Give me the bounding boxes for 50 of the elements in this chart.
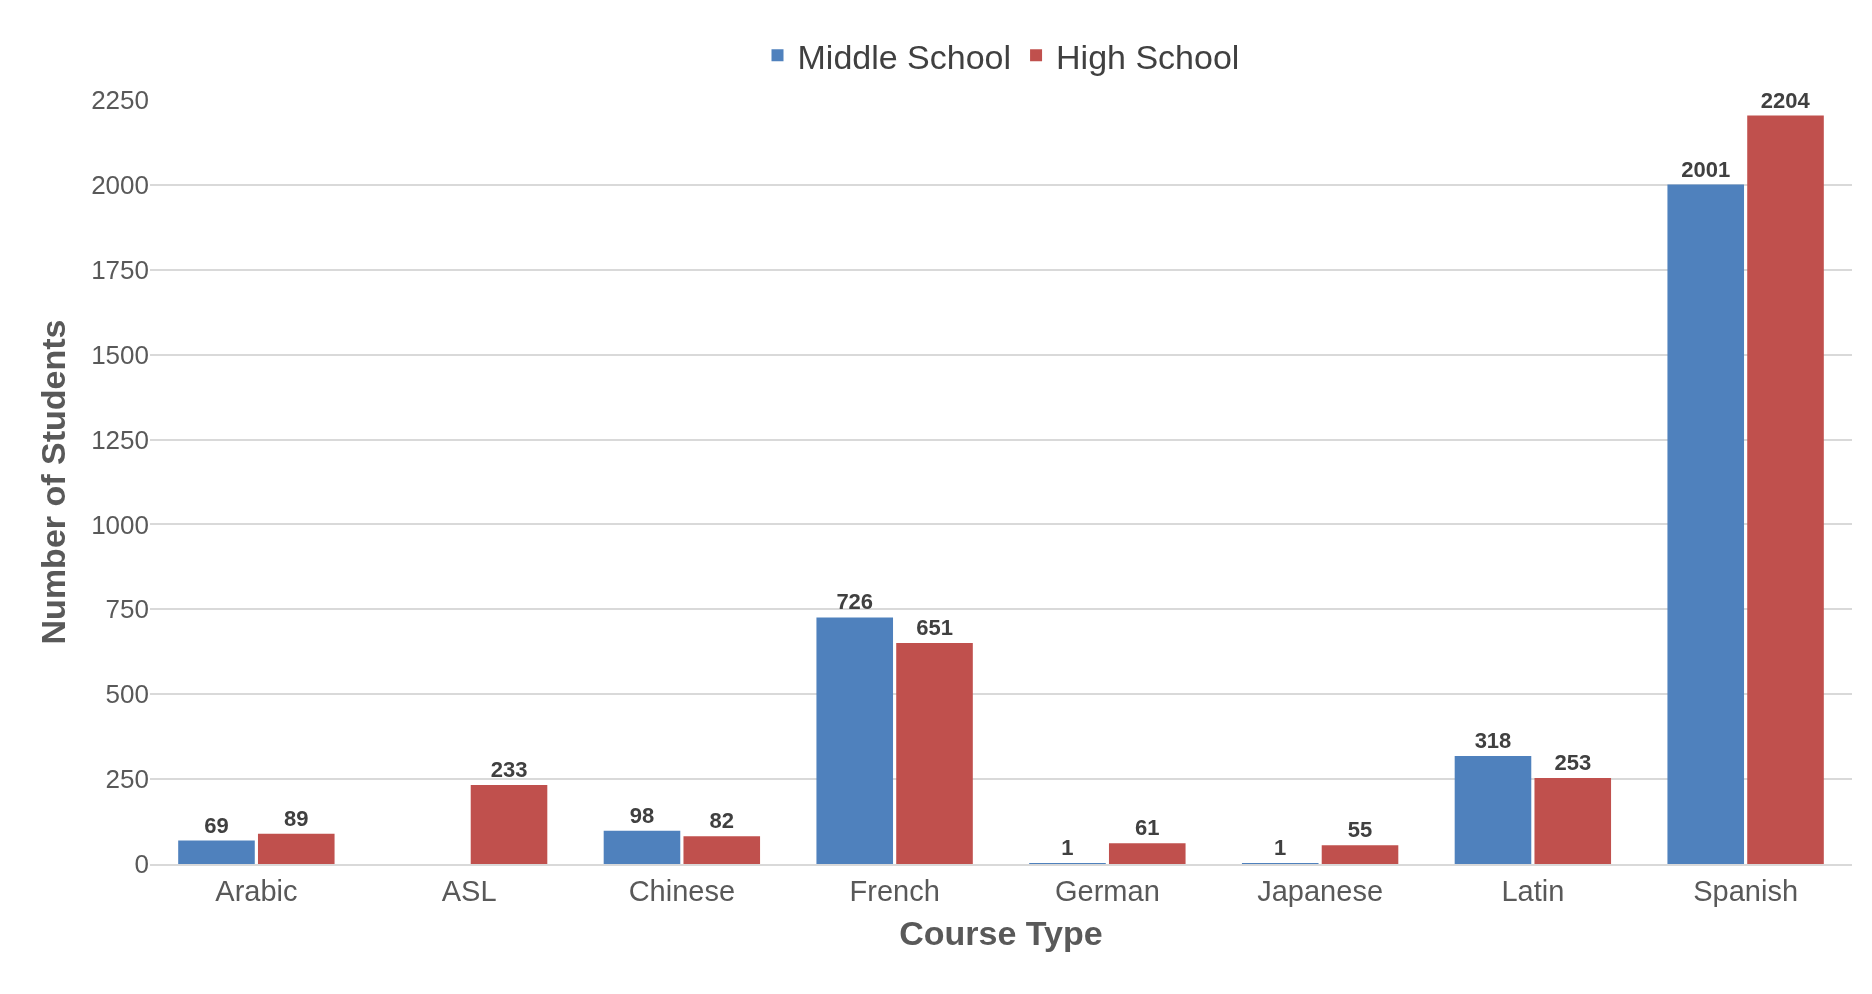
data-label: 69 xyxy=(204,812,229,838)
y-tick-label: 2250 xyxy=(91,85,149,116)
data-label: 98 xyxy=(629,802,655,828)
data-label: 61 xyxy=(1135,815,1160,841)
bar xyxy=(178,840,255,864)
bar xyxy=(1747,115,1824,864)
bar xyxy=(683,836,761,864)
data-label: 233 xyxy=(490,756,528,782)
y-tick-label: 500 xyxy=(105,679,149,710)
bar xyxy=(470,784,548,864)
data-label: 1 xyxy=(1061,835,1074,860)
bar xyxy=(1534,778,1612,864)
x-tick-label: ASL xyxy=(441,874,497,907)
y-tick-label: 750 xyxy=(105,594,149,625)
y-axis-title: Number of Students xyxy=(33,319,72,645)
x-tick-label: Japanese xyxy=(1257,874,1384,907)
data-label: 726 xyxy=(836,589,874,615)
data-label: 318 xyxy=(1474,728,1512,754)
data-label: 82 xyxy=(709,808,735,834)
bar xyxy=(816,617,894,864)
y-tick-label: 1000 xyxy=(91,509,149,540)
x-tick-label: French xyxy=(849,874,940,907)
y-tick-label: 1750 xyxy=(91,254,149,285)
data-label: 253 xyxy=(1554,750,1592,776)
data-label: 89 xyxy=(284,805,309,831)
y-tick-label: 1250 xyxy=(91,424,149,455)
bar xyxy=(1321,845,1399,864)
bar xyxy=(1667,184,1745,864)
y-tick-label: 0 xyxy=(134,849,149,880)
bar xyxy=(257,833,335,864)
bar xyxy=(1108,843,1186,864)
data-label: 651 xyxy=(916,614,953,640)
y-tick-label: 1500 xyxy=(91,339,149,370)
legend-label: High School xyxy=(1056,37,1240,76)
data-label: 1 xyxy=(1274,835,1287,860)
x-axis-title: Course Type xyxy=(899,913,1103,952)
y-tick-label: 2000 xyxy=(91,169,149,200)
bar xyxy=(1454,756,1532,864)
data-label: 2204 xyxy=(1760,87,1811,113)
x-tick-label: Arabic xyxy=(215,874,298,907)
y-tick-label: 250 xyxy=(105,764,149,795)
bar xyxy=(896,642,973,864)
data-label: 2001 xyxy=(1681,156,1731,182)
legend-label: Middle School xyxy=(797,37,1012,76)
x-tick-label: Chinese xyxy=(628,874,736,907)
data-label: 55 xyxy=(1347,817,1373,843)
x-tick-label: German xyxy=(1055,874,1160,907)
x-tick-label: Latin xyxy=(1501,874,1565,907)
x-tick-label: Spanish xyxy=(1693,874,1799,907)
bar xyxy=(603,830,681,864)
